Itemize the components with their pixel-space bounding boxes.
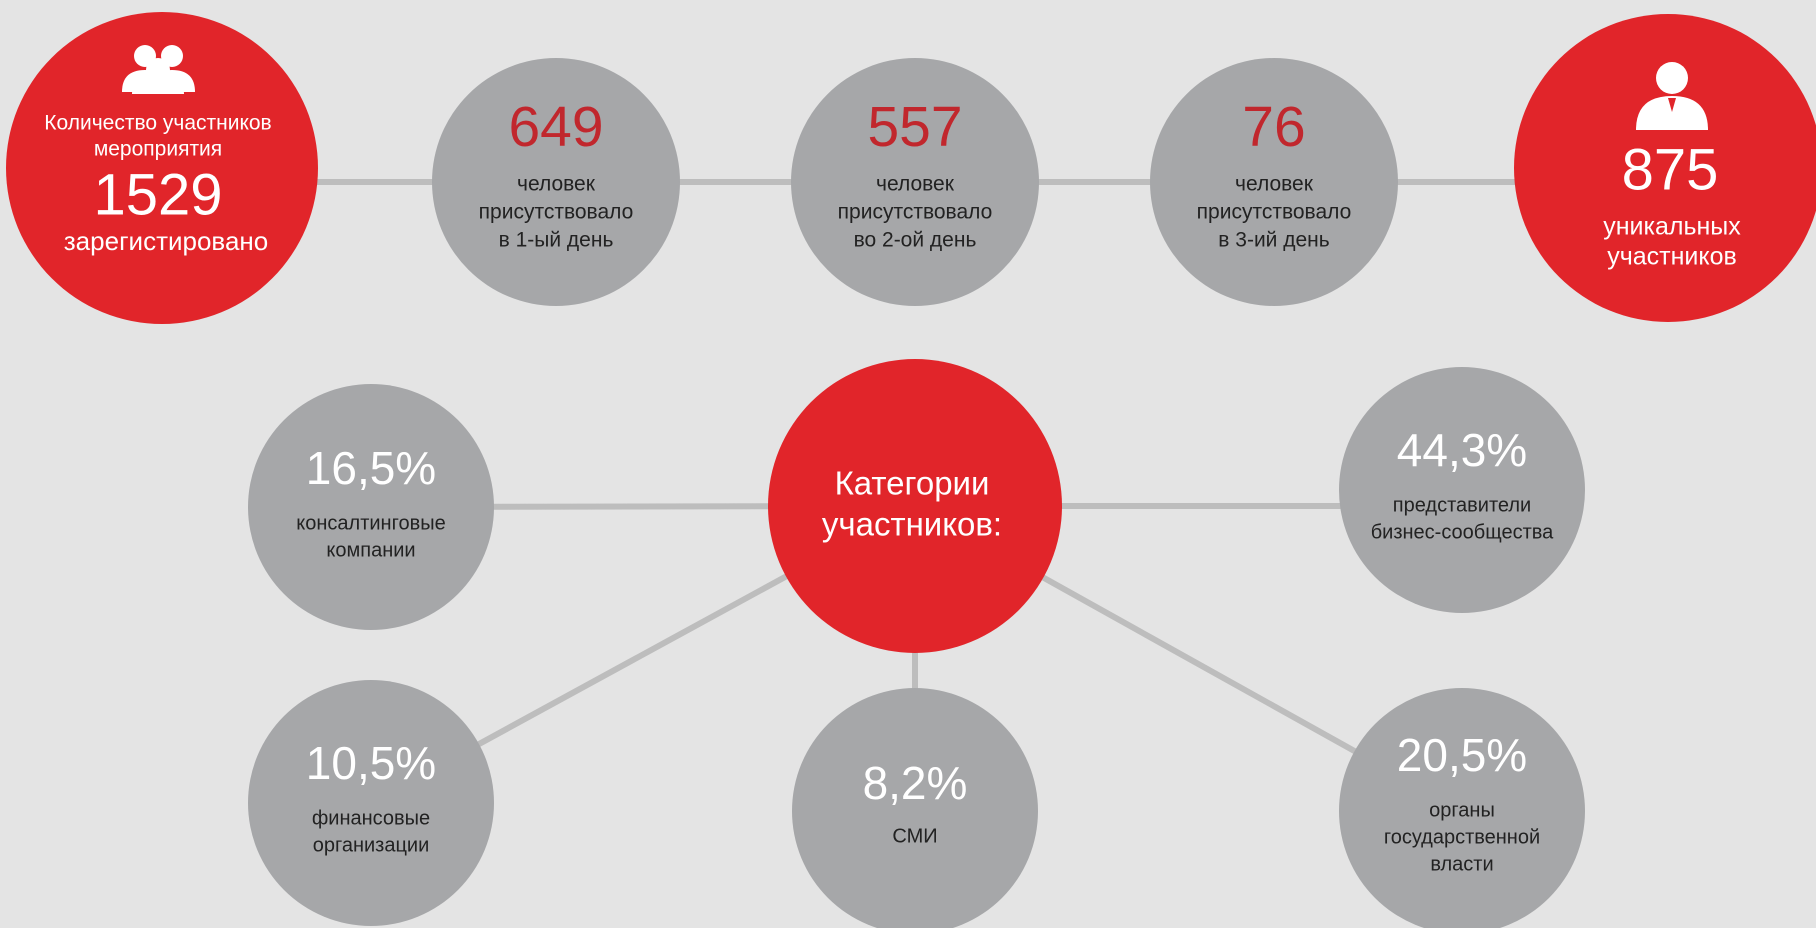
day-caption: человек <box>517 173 596 196</box>
categories-circle <box>768 359 1062 653</box>
day-caption: присутствовало <box>1197 201 1352 224</box>
day-caption: в 3-ий день <box>1218 229 1329 252</box>
day-value: 649 <box>508 95 603 159</box>
categories-title: Категории <box>835 465 990 502</box>
unique-caption: участников <box>1607 243 1737 271</box>
day-caption: присутствовало <box>838 201 993 224</box>
categories-title: участников: <box>822 506 1002 543</box>
unique-value: 875 <box>1622 137 1719 202</box>
day-caption: в 1-ый день <box>499 229 614 252</box>
category-caption: консалтинговые <box>296 512 445 534</box>
group-icon <box>122 45 195 94</box>
category-caption: государственной <box>1384 826 1540 848</box>
category-caption: органы <box>1429 799 1495 821</box>
day-value: 557 <box>867 95 962 159</box>
day-caption: присутствовало <box>479 201 634 224</box>
category-caption: представители <box>1393 494 1531 516</box>
day-circle <box>432 58 680 306</box>
day-circle <box>1150 58 1398 306</box>
category-circle <box>1339 367 1585 613</box>
registered-caption: зарегистировано <box>64 226 268 256</box>
category-caption: бизнес-сообщества <box>1371 521 1554 543</box>
category-circle <box>1339 688 1585 928</box>
unique-caption: уникальных <box>1603 213 1741 241</box>
registered-label: мероприятия <box>94 138 222 161</box>
category-caption: организации <box>313 834 430 856</box>
category-value: 44,3% <box>1397 424 1527 476</box>
category-value: 10,5% <box>306 737 436 789</box>
category-value: 20,5% <box>1397 729 1527 781</box>
category-value: 8,2% <box>863 757 968 809</box>
day-caption: человек <box>1235 173 1314 196</box>
category-circle <box>248 384 494 630</box>
category-value: 16,5% <box>306 442 436 494</box>
category-caption: финансовые <box>312 807 430 829</box>
category-circle <box>248 680 494 926</box>
day-value: 76 <box>1242 95 1305 159</box>
person-icon <box>1636 62 1708 130</box>
registered-value: 1529 <box>93 162 222 227</box>
day-caption: человек <box>876 173 955 196</box>
category-caption: компании <box>326 539 415 561</box>
category-caption: СМИ <box>892 825 937 847</box>
registered-label: Количество участников <box>44 112 271 135</box>
category-caption: власти <box>1430 853 1493 875</box>
day-circle <box>791 58 1039 306</box>
tie <box>1668 98 1676 112</box>
registered-circle <box>6 12 318 324</box>
category-circle <box>792 688 1038 928</box>
unique-circle <box>1514 14 1816 322</box>
day-caption: во 2-ой день <box>854 229 977 252</box>
